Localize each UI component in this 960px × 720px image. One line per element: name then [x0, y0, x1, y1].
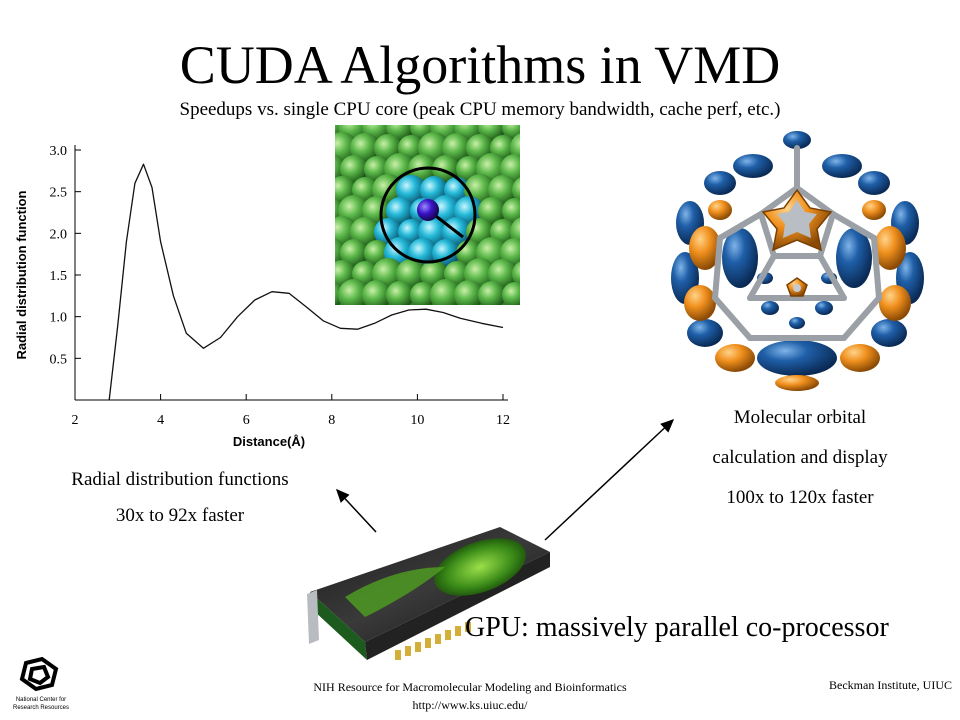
atom-sphere — [478, 281, 506, 305]
orbital-lobe-positive — [689, 226, 721, 270]
gpu-card-image — [307, 527, 550, 660]
footer-institute: Beckman Institute, UIUC — [829, 678, 952, 692]
orbital-lobe-positive — [684, 285, 716, 321]
atom-sphere — [338, 279, 370, 305]
rdf-caption-line2: 30x to 92x faster — [115, 505, 245, 526]
orbital-lobe-negative — [687, 319, 723, 347]
orbital-lobe-negative — [871, 319, 907, 347]
orbital-lobe-negative — [858, 171, 890, 195]
orbital-lobe-positive — [715, 344, 755, 372]
mo-caption-line1: Molecular orbital — [733, 407, 867, 428]
rdf-chart: 2 4 6 8 10 12 0.5 1.0 1.5 2.0 2.5 3.0 Distance(Å) Rad… — [14, 144, 510, 449]
orbital-lobe-negative — [815, 301, 833, 315]
atom-sphere — [478, 197, 506, 225]
mo-caption-line2: calculation and display — [712, 447, 888, 468]
orbital-lobe-negative — [789, 317, 805, 329]
atom-sphere — [340, 239, 368, 267]
y-axis-title: Radial distribution function — [14, 190, 29, 359]
footer-url[interactable]: http://www.ks.uiuc.edu/ — [412, 698, 528, 712]
y-tick-label: 1.5 — [50, 269, 68, 284]
orbital-lobe-positive — [862, 200, 886, 220]
ncrr-logo: National Center for Research Resources — [13, 656, 69, 711]
orbital-lobe-negative — [757, 340, 837, 376]
atom-sphere — [512, 177, 520, 203]
orbital-lobe-negative — [822, 154, 862, 178]
atom-sphere — [362, 280, 392, 305]
atom-sphere — [502, 282, 520, 305]
atom-sphere — [386, 197, 414, 225]
y-tick-label: 2.0 — [50, 227, 68, 242]
orbital-lobe-negative — [783, 131, 811, 149]
atom-sphere — [410, 282, 436, 305]
footer-left: NIH Resource for Macromolecular Modeling… — [240, 678, 700, 714]
atom-sphere — [512, 261, 520, 287]
y-tick-label: 0.5 — [50, 352, 68, 367]
slide-title: CUDA Algorithms in VMD — [179, 35, 781, 95]
atom-sphere — [454, 280, 484, 305]
x-tick-label: 6 — [243, 413, 250, 428]
orbital-lobe-positive — [840, 344, 880, 372]
orbital-lobe-negative — [761, 301, 779, 315]
mo-caption-line3: 100x to 120x faster — [726, 487, 874, 508]
x-tick-label: 10 — [410, 413, 424, 428]
rdf-caption-line1: Radial distribution functions — [71, 469, 289, 490]
y-tick-label: 1.0 — [50, 311, 68, 326]
atom-sphere — [430, 279, 462, 305]
orbital-lobe-negative — [722, 228, 758, 288]
rdf-series-line — [108, 163, 504, 401]
x-tick-label: 8 — [328, 413, 335, 428]
orbital-lobe-negative — [733, 154, 773, 178]
logo-text-line1: National Center for — [16, 697, 66, 703]
molecular-simulation-image — [335, 125, 520, 305]
rdf-caption: Radial distribution functions 30x to 92x… — [30, 462, 330, 534]
slide-subtitle: Speedups vs. single CPU core (peak CPU m… — [179, 99, 781, 120]
footer-resource-name: NIH Resource for Macromolecular Modeling… — [313, 680, 627, 694]
orbital-lobe-positive — [775, 375, 819, 391]
atom-sphere — [502, 198, 520, 224]
y-tick-label: 3.0 — [50, 144, 68, 159]
x-tick-label: 12 — [496, 413, 510, 428]
orbital-lobe-positive — [708, 200, 732, 220]
orbital-lobe-positive — [874, 226, 906, 270]
orbital-lobe-negative — [836, 228, 872, 288]
orbital-lobe-positive — [879, 285, 911, 321]
y-tick-label: 2.5 — [50, 186, 68, 201]
orbital-lobe-negative — [704, 171, 736, 195]
atom-sphere — [340, 155, 368, 183]
x-axis-title: Distance(Å) — [233, 434, 305, 449]
molecular-orbital-image — [671, 131, 924, 391]
gpu-caption: GPU: massively parallel co-processor — [465, 612, 889, 643]
x-tick-label: 4 — [157, 413, 164, 428]
logo-text-line2: Research Resources — [13, 705, 69, 711]
atom-sphere — [386, 281, 414, 305]
mo-caption: Molecular orbital calculation and displa… — [650, 398, 950, 518]
x-tick-label: 2 — [72, 413, 79, 428]
